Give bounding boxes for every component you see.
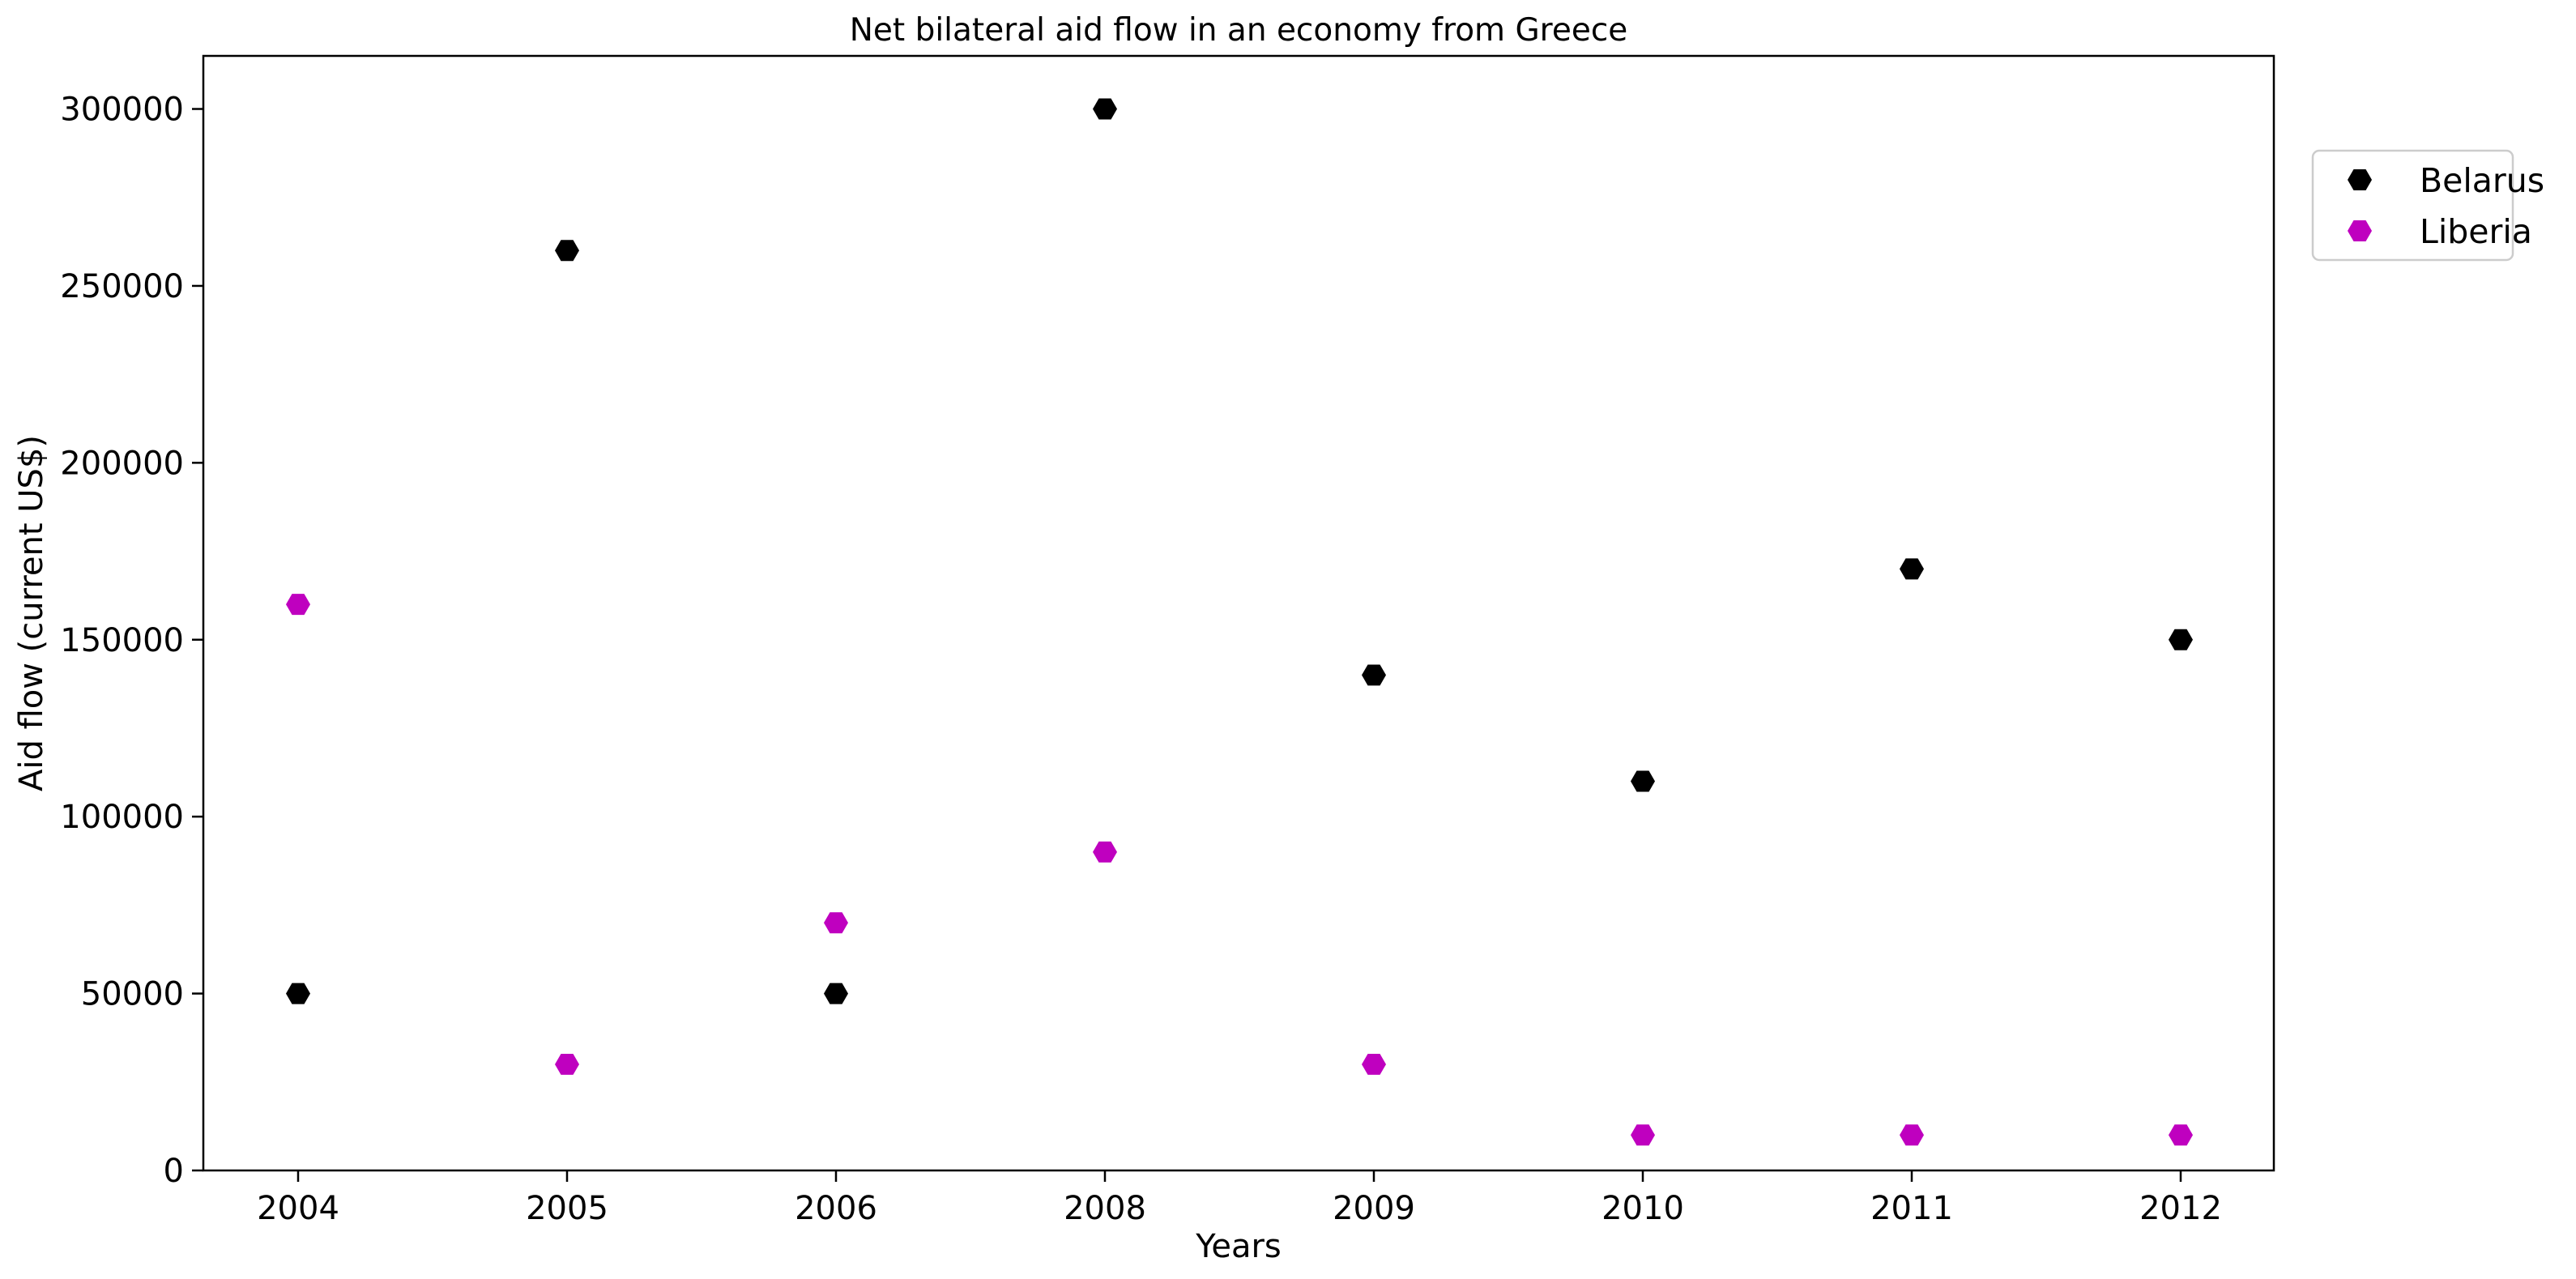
point-belarus-2009 [1362,664,1386,686]
point-belarus-2006 [824,983,848,1004]
y-tick-label: 50000 [81,976,184,1013]
legend-label-liberia: Liberia [2420,212,2532,251]
x-tick-label: 2006 [795,1190,877,1227]
x-axis-label: Years [1195,1228,1282,1265]
point-belarus-2012 [2169,629,2193,650]
plot-frame [202,54,2275,1172]
point-liberia-2008 [1093,841,1117,863]
y-tick-label: 150000 [60,622,184,659]
y-tick-label: 200000 [60,445,184,482]
legend-marker-belarus [2348,169,2372,190]
legend-marker-liberia [2348,220,2372,241]
y-axis-label: Aid flow (current US$) [13,435,50,791]
point-belarus-2004 [286,983,310,1004]
x-tick-label: 2004 [257,1190,339,1227]
point-liberia-2010 [1631,1124,1655,1146]
legend: Belarus Liberia [2311,149,2544,262]
y-tick-label: 100000 [60,799,184,836]
point-liberia-2006 [824,912,848,934]
y-axis: 0 50000 100000 150000 200000 250000 300000 [60,92,203,1190]
chart-title: Net bilateral aid flow in an economy fro… [850,12,1628,49]
x-tick-label: 2012 [2139,1190,2222,1227]
data-points [286,98,2193,1146]
point-liberia-2004 [286,594,310,616]
point-liberia-2011 [1900,1124,1924,1146]
point-liberia-2009 [1362,1054,1386,1075]
x-axis: 2004 2005 2006 2008 2009 2010 2011 2012 [257,1170,2222,1227]
x-tick-label: 2008 [1064,1190,1146,1227]
y-tick-label: 0 [164,1153,184,1190]
point-belarus-2008 [1093,98,1117,120]
y-tick-label: 300000 [60,92,184,129]
x-tick-label: 2010 [1601,1190,1684,1227]
point-liberia-2012 [2169,1124,2193,1146]
point-liberia-2005 [555,1054,579,1075]
x-tick-label: 2005 [526,1190,608,1227]
x-tick-label: 2011 [1870,1190,1953,1227]
point-belarus-2010 [1631,770,1655,792]
point-belarus-2005 [555,240,579,262]
point-belarus-2011 [1900,558,1924,580]
x-tick-label: 2009 [1333,1190,1415,1227]
y-tick-label: 250000 [60,268,184,305]
legend-label-belarus: Belarus [2420,161,2544,200]
